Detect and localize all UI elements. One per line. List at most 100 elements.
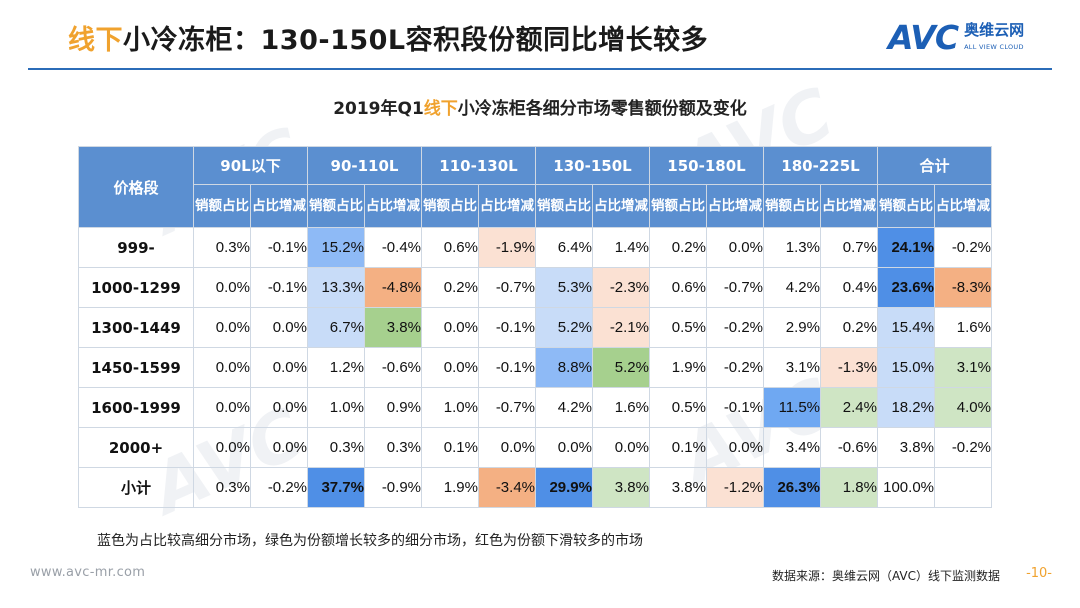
share-cell: 3.4% [763,427,821,468]
change-cell: -0.2% [250,467,308,508]
change-cell: 0.0% [592,427,650,468]
change-cell: -0.7% [706,267,764,308]
change-cell: 0.0% [478,427,536,468]
share-subheader: 销额占比 [307,184,365,228]
table-title-year: 2019年Q1 [333,99,424,119]
share-cell: 8.8% [535,347,593,388]
change-cell: 0.4% [820,267,878,308]
change-subheader: 占比增减 [934,184,992,228]
price-segment-label: 2000+ [78,427,194,468]
share-cell: 0.0% [193,307,251,348]
change-subheader: 占比增减 [820,184,878,228]
change-cell: 0.3% [364,427,422,468]
share-cell: 13.3% [307,267,365,308]
change-cell: 0.0% [250,387,308,428]
share-cell: 0.3% [307,427,365,468]
change-cell: 3.8% [592,467,650,508]
table-row: 1600-1999 0.0% 0.0% 1.0% 0.9% 1.0% -0.7% 4.2% 1.… [78,387,992,428]
change-cell: -2.3% [592,267,650,308]
share-cell: 100.0% [877,467,935,508]
price-segment-label: 1450-1599 [78,347,194,388]
logo-en: ALL VIEW CLOUD [964,42,1024,51]
change-subheader: 占比增减 [706,184,764,228]
share-cell: 5.3% [535,267,593,308]
change-cell: 3.8% [364,307,422,348]
share-table: 价格段 90L以下 90-110L 110-130L 130-150L 150-180L… [78,146,992,508]
share-cell: 5.2% [535,307,593,348]
change-cell: -0.1% [706,387,764,428]
data-source: 数据来源：奥维云网（AVC）线下监测数据 [771,569,1000,583]
table-title-highlight: 线下 [423,99,458,119]
logo-mark: AVC [888,18,959,57]
change-cell: -2.1% [592,307,650,348]
share-cell: 0.6% [421,227,479,268]
change-cell: -0.4% [364,227,422,268]
change-subheader: 占比增减 [364,184,422,228]
share-subheader: 销额占比 [763,184,821,228]
table-title: 2019年Q1线下小冷冻柜各细分市场零售额份额及变化 [0,94,1080,119]
page-number: -10- [1026,566,1052,581]
change-cell: -0.7% [478,387,536,428]
share-subheader: 销额占比 [535,184,593,228]
change-cell: -0.7% [478,267,536,308]
header-row-metrics: 销额占比 占比增减 销额占比 占比增减 销额占比 占比增减 销额占比 占比增减 销额占比 占比增减… [79,184,992,228]
capacity-group-header: 90-110L [307,146,422,185]
share-cell: 15.0% [877,347,935,388]
price-segment-label: 1300-1449 [78,307,194,348]
title-highlight: 线下 [68,25,123,56]
share-cell: 0.5% [649,387,707,428]
share-cell: 29.9% [535,467,593,508]
share-subheader: 销额占比 [193,184,251,228]
share-cell: 0.0% [193,387,251,428]
share-cell: 0.0% [193,347,251,388]
change-cell: -0.1% [478,347,536,388]
share-cell: 2.9% [763,307,821,348]
share-cell: 0.0% [535,427,593,468]
change-cell: 0.2% [820,307,878,348]
change-subheader: 占比增减 [592,184,650,228]
share-cell: 0.0% [193,427,251,468]
share-cell: 37.7% [307,467,365,508]
share-cell: 23.6% [877,267,935,308]
share-cell: 15.4% [877,307,935,348]
share-cell: 0.0% [193,267,251,308]
change-cell: -0.6% [364,347,422,388]
logo-text: 奥维云网 ALL VIEW CLOUD [964,22,1024,54]
share-cell: 0.1% [421,427,479,468]
change-cell: 1.8% [820,467,878,508]
change-cell: 0.0% [250,427,308,468]
share-cell: 1.3% [763,227,821,268]
share-cell: 1.9% [421,467,479,508]
share-cell: 4.2% [763,267,821,308]
share-cell: 6.7% [307,307,365,348]
change-cell: 2.4% [820,387,878,428]
share-cell: 0.2% [649,227,707,268]
table-row: 999- 0.3% -0.1% 15.2% -0.4% 0.6% -1.9% 6.4% 1.4%… [78,227,992,268]
change-cell: -0.2% [706,307,764,348]
change-cell: -1.9% [478,227,536,268]
price-segment-label: 小计 [78,467,194,508]
share-cell: 1.0% [307,387,365,428]
share-subheader: 销额占比 [421,184,479,228]
share-cell: 18.2% [877,387,935,428]
change-cell: 5.2% [592,347,650,388]
table-row: 2000+ 0.0% 0.0% 0.3% 0.3% 0.1% 0.0% 0.0% 0.0% 0.1… [78,427,992,468]
share-cell: 1.2% [307,347,365,388]
change-cell: -0.2% [934,427,992,468]
table-row: 1300-1449 0.0% 0.0% 6.7% 3.8% 0.0% -0.1% 5.2% -2… [78,307,992,348]
share-cell: 4.2% [535,387,593,428]
change-cell: -1.3% [820,347,878,388]
change-cell: -4.8% [364,267,422,308]
capacity-group-header: 90L以下 [193,146,308,185]
change-cell: 0.0% [706,427,764,468]
price-segment-header: 价格段 [78,146,194,228]
change-cell: 0.0% [250,347,308,388]
capacity-group-header: 150-180L [649,146,764,185]
share-cell: 0.0% [421,347,479,388]
share-subheader: 销额占比 [877,184,935,228]
share-cell: 11.5% [763,387,821,428]
capacity-group-header: 110-130L [421,146,536,185]
change-cell: 1.4% [592,227,650,268]
change-cell: -0.1% [250,227,308,268]
share-cell: 0.2% [421,267,479,308]
